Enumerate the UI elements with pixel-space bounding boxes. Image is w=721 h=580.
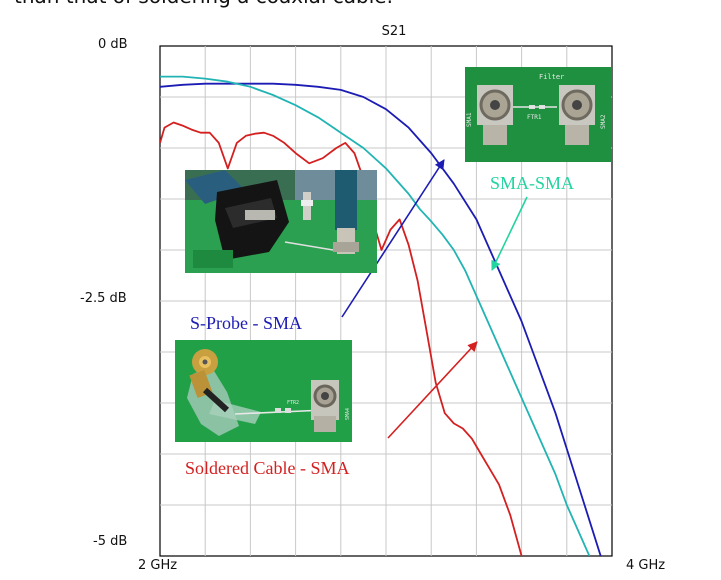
photo-text-ftr2: FTR2 (287, 400, 299, 406)
photo-text-sma2: SMA2 (600, 114, 607, 129)
photo-text-filter: Filter (539, 73, 564, 81)
y-tick-label-minus2p5db: -2.5 dB (80, 291, 127, 306)
x-tick-label-2ghz: 2 GHz (138, 558, 178, 573)
y-tick-label-minus5db: -5 dB (93, 534, 128, 549)
photo-text-sma4: SMA4 (345, 408, 351, 420)
annotation-soldered-cable-sma: Soldered Cable - SMA (185, 458, 350, 478)
arrow-sma-sma (491, 196, 528, 271)
x-tick-label-4ghz: 4 GHz (626, 558, 666, 573)
y-tick-label-0db: 0 dB (98, 37, 128, 52)
series-line-sma-sma (160, 75, 591, 556)
arrow-s-probe-sma (341, 159, 445, 318)
sma-sma-filter-photo: Filter SMA1 FTR1 SMA2 (465, 67, 611, 162)
photo-text-ftr1: FTR1 (527, 114, 542, 121)
arrow-layer (341, 159, 528, 439)
photo-text-sma1: SMA1 (466, 112, 473, 127)
chart-title: S21 (381, 24, 407, 39)
annotation-sma-sma: SMA-SMA (490, 173, 575, 193)
grid-lines (160, 46, 612, 556)
clipped-caption-text: than that of soldering a coaxial cable. (14, 0, 393, 8)
annotation-s-probe-sma: S-Probe - SMA (190, 313, 303, 333)
arrow-soldered-cable-sma (387, 341, 478, 439)
soldered-cable-photo: FTR2 SMA4 (175, 340, 352, 442)
s-probe-photo (185, 170, 377, 273)
